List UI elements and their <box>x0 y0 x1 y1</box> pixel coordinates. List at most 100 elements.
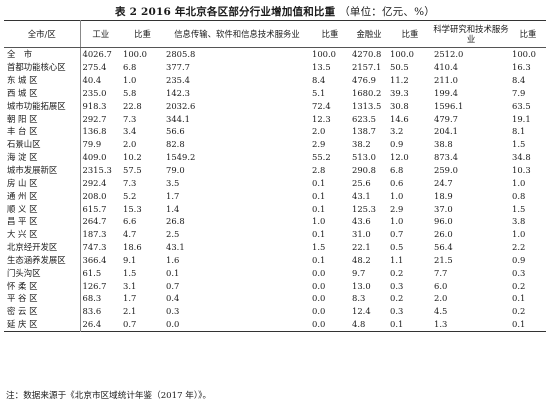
value-cell: 187.3 <box>82 229 107 240</box>
value-cell: 0.3 <box>390 280 404 291</box>
value-cell: 38.2 <box>352 139 371 150</box>
value-cell: 0.6 <box>390 177 404 188</box>
value-cell: 0.8 <box>512 190 526 201</box>
value-cell: 0.9 <box>512 254 526 265</box>
header-share-3: 比重 <box>388 20 432 48</box>
table-row: 延 庆 区 26.4 0.7 0.0 0.0 4.8 0.1 1.3 0.1 <box>4 317 546 332</box>
value-cell: 2.0 <box>123 139 137 150</box>
value-cell: 30.8 <box>390 100 409 111</box>
value-cell: 513.0 <box>352 152 376 163</box>
value-cell: 3.8 <box>512 216 526 227</box>
value-cell: 8.4 <box>312 75 326 86</box>
value-cell: 8.1 <box>512 126 526 137</box>
value-cell: 4270.8 <box>352 49 382 60</box>
table-row: 城市发展新区 2315.3 57.5 79.0 2.8 290.8 6.8 259.0 10.3 <box>4 163 546 177</box>
region-name-cell: 首都功能核心区 <box>4 60 81 74</box>
header-region: 全市/区 <box>4 20 81 48</box>
header-it: 信息传输、软件和信息技术服务业 <box>164 20 310 48</box>
value-cell: 26.0 <box>434 229 453 240</box>
table-row: 朝 阳 区 292.7 7.3 344.1 12.3 623.5 14.6 479.7 19.1 <box>4 112 546 126</box>
value-cell: 1680.2 <box>352 87 382 98</box>
value-cell: 0.0 <box>312 306 326 317</box>
region-name-cell: 石景山区 <box>4 137 81 151</box>
region-name-cell: 朝 阳 区 <box>4 112 81 126</box>
value-cell: 0.0 <box>312 319 326 330</box>
region-name-cell: 大 兴 区 <box>4 227 81 241</box>
region-name-cell: 全 市 <box>4 47 81 61</box>
value-cell: 1.5 <box>312 242 326 253</box>
table-row: 房 山 区 292.4 7.3 3.5 0.1 25.6 0.6 24.7 1.0 <box>4 176 546 190</box>
table-title: 表 2 2016 年北京各区部分行业增加值和比重 （单位：亿元、%） <box>0 4 550 19</box>
value-cell: 211.0 <box>434 75 458 86</box>
value-cell: 48.2 <box>352 254 371 265</box>
value-cell: 0.7 <box>123 319 137 330</box>
value-cell: 2.0 <box>312 126 326 137</box>
value-cell: 12.0 <box>390 152 409 163</box>
table-row: 西 城 区 235.0 5.8 142.3 5.1 1680.2 39.3 199.4 7.9 <box>4 86 546 100</box>
region-name-cell: 通 州 区 <box>4 189 81 203</box>
table-row: 密 云 区 83.6 2.1 0.3 0.0 12.4 0.3 4.5 0.2 <box>4 304 546 318</box>
value-cell: 0.1 <box>512 319 526 330</box>
value-cell: 96.0 <box>434 216 453 227</box>
value-cell: 12.4 <box>352 306 371 317</box>
value-cell: 34.8 <box>512 152 531 163</box>
value-cell: 409.0 <box>82 152 107 163</box>
value-cell: 142.3 <box>166 87 190 98</box>
header-share-2: 比重 <box>310 20 350 48</box>
value-cell: 2157.1 <box>352 62 382 73</box>
value-cell: 0.2 <box>390 293 404 304</box>
header-industry: 工业 <box>80 20 121 48</box>
value-cell: 0.1 <box>312 254 326 265</box>
value-cell: 2.9 <box>312 139 326 150</box>
value-cell: 476.9 <box>352 75 376 86</box>
value-cell: 4.8 <box>352 319 366 330</box>
value-cell: 56.4 <box>434 242 453 253</box>
value-cell: 479.7 <box>434 113 458 124</box>
value-cell: 0.3 <box>390 306 404 317</box>
value-cell: 2.1 <box>123 306 137 317</box>
value-cell: 615.7 <box>82 203 107 214</box>
value-cell: 2805.8 <box>166 49 196 60</box>
table-row: 怀 柔 区 126.7 3.1 0.7 0.0 13.0 0.3 6.0 0.2 <box>4 279 546 293</box>
value-cell: 7.3 <box>123 177 137 188</box>
region-name-cell: 海 淀 区 <box>4 150 81 164</box>
value-cell: 0.1 <box>312 190 326 201</box>
value-cell: 31.0 <box>352 229 371 240</box>
value-cell: 5.2 <box>123 190 137 201</box>
region-name-cell: 昌 平 区 <box>4 214 81 228</box>
value-cell: 0.7 <box>390 229 404 240</box>
region-name-cell: 丰 台 区 <box>4 125 81 138</box>
value-cell: 259.0 <box>434 165 458 176</box>
value-cell: 0.1 <box>390 319 404 330</box>
value-cell: 3.5 <box>166 177 180 188</box>
value-cell: 0.0 <box>312 280 326 291</box>
value-cell: 3.4 <box>123 126 137 137</box>
value-cell: 57.5 <box>123 165 142 176</box>
value-cell: 1.3 <box>434 319 448 330</box>
value-cell: 1.5 <box>512 139 526 150</box>
value-cell: 61.5 <box>82 267 102 278</box>
value-cell: 10.3 <box>512 165 531 176</box>
value-cell: 39.3 <box>390 87 409 98</box>
value-cell: 0.1 <box>166 267 180 278</box>
table-row: 通 州 区 208.0 5.2 1.7 0.1 43.1 1.0 18.9 0.8 <box>4 189 546 203</box>
value-cell: 83.6 <box>82 306 102 317</box>
value-cell: 100.0 <box>390 49 414 60</box>
value-cell: 10.2 <box>123 152 142 163</box>
value-cell: 2.0 <box>434 293 448 304</box>
value-cell: 8.4 <box>512 75 526 86</box>
value-cell: 6.8 <box>123 62 137 73</box>
region-name-cell: 北京经开发区 <box>4 240 81 254</box>
value-cell: 366.4 <box>82 254 107 265</box>
value-cell: 13.5 <box>312 62 331 73</box>
value-cell: 1.0 <box>512 229 526 240</box>
value-cell: 126.7 <box>82 280 107 291</box>
value-cell: 22.8 <box>123 100 142 111</box>
region-name-cell: 平 谷 区 <box>4 292 81 305</box>
value-cell: 0.1 <box>312 229 326 240</box>
value-cell: 21.5 <box>434 254 453 265</box>
value-cell: 3.2 <box>390 126 404 137</box>
table-row: 东 城 区 40.4 1.0 235.4 8.4 476.9 11.2 211.0 8.4 <box>4 73 546 87</box>
value-cell: 1313.5 <box>352 100 382 111</box>
value-cell: 0.3 <box>166 306 180 317</box>
